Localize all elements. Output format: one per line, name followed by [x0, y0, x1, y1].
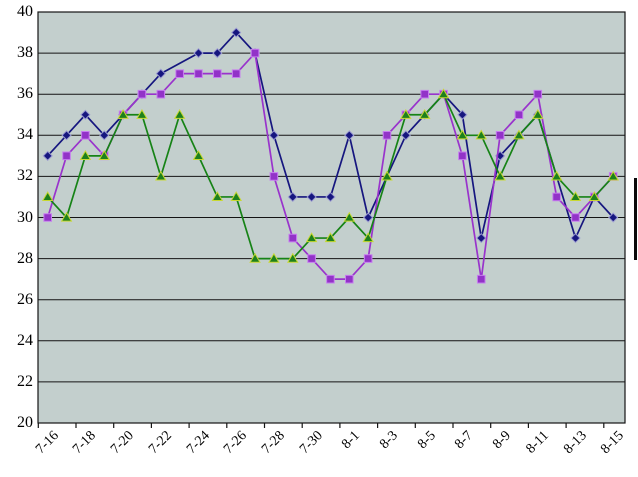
y-axis-label: 34 — [17, 126, 33, 144]
green-triangle-series-marker — [268, 252, 280, 263]
purple-square-series-marker — [231, 69, 241, 78]
y-axis-label: 26 — [17, 290, 33, 308]
purple-square-series-marker — [476, 274, 486, 284]
green-triangle-series-marker — [475, 129, 488, 140]
purple-square-series-marker — [194, 69, 203, 78]
green-triangle-series-marker — [136, 108, 148, 119]
navy-diamond-series-marker — [193, 47, 204, 59]
navy-diamond-series-marker — [212, 47, 223, 59]
y-axis-label: 20 — [17, 414, 33, 431]
navy-diamond-series-marker — [231, 27, 242, 38]
purple-square-series-marker — [326, 274, 335, 284]
purple-square-series-marker — [514, 110, 524, 120]
green-triangle-series-marker — [550, 170, 563, 181]
green-triangle-series-marker — [400, 108, 412, 119]
y-axis-label: 38 — [17, 44, 33, 62]
purple-square-series-marker — [269, 172, 279, 181]
green-triangle-series-marker — [98, 150, 111, 160]
purple-square-series-marker — [552, 192, 561, 202]
y-axis-label: 36 — [17, 85, 33, 103]
green-triangle-series-marker — [494, 170, 506, 181]
purple-square-series-marker — [250, 48, 260, 58]
green-triangle-series-marker — [173, 108, 186, 119]
green-triangle-series-marker — [362, 232, 374, 243]
navy-diamond-series-marker — [363, 212, 374, 223]
navy-diamond-series-marker — [287, 191, 298, 203]
navy-diamond-series-marker — [325, 191, 336, 203]
navy-diamond-series-marker — [400, 130, 411, 141]
green-triangle-series-marker — [607, 170, 619, 181]
y-axis-label: 24 — [17, 331, 33, 349]
navy-diamond-series-marker — [608, 212, 619, 223]
legend-box-edge-cropped — [634, 178, 637, 260]
purple-square-series-marker — [345, 274, 354, 284]
purple-square-series-marker — [495, 131, 505, 140]
y-axis-label: 28 — [17, 249, 33, 267]
navy-diamond-series-marker — [268, 130, 280, 141]
purple-square-series-marker — [458, 151, 467, 161]
y-axis-label: 32 — [17, 167, 33, 185]
navy-diamond-series-marker — [570, 232, 581, 244]
y-axis-label: 40 — [17, 3, 33, 20]
green-triangle-series-marker — [588, 191, 601, 202]
navy-diamond-series-marker — [155, 68, 166, 79]
green-triangle-series-marker — [230, 191, 242, 202]
green-triangle-series-marker — [305, 232, 318, 243]
purple-square-series-marker — [156, 89, 166, 99]
green-triangle-series-marker — [249, 252, 261, 263]
green-triangle-series-marker — [513, 129, 525, 140]
green-triangle-series-marker — [324, 232, 337, 243]
green-triangle-series-marker — [117, 108, 129, 119]
navy-diamond-series-marker — [306, 191, 317, 203]
green-triangle-series-marker — [211, 191, 224, 202]
navy-diamond-series-marker — [476, 232, 487, 244]
purple-square-series-marker — [307, 254, 316, 263]
purple-square-series-marker — [382, 131, 392, 140]
green-triangle-series-marker — [532, 108, 544, 119]
green-triangle-series-marker — [155, 170, 167, 181]
navy-diamond-series-marker — [99, 130, 110, 141]
y-axis-label: 30 — [17, 208, 33, 226]
purple-square-series-marker — [43, 213, 52, 222]
green-triangle-series-marker — [418, 108, 431, 119]
green-triangle-series-marker — [79, 150, 92, 160]
plot-border — [37, 11, 626, 424]
navy-diamond-series-marker — [80, 109, 91, 120]
green-triangle-series-marker — [60, 211, 73, 222]
purple-square-series-marker — [81, 131, 90, 140]
purple-square-series-marker — [137, 89, 147, 99]
green-triangle-series-marker — [569, 191, 582, 202]
green-triangle-series-marker — [437, 88, 450, 99]
y-axis-label: 22 — [17, 372, 33, 390]
green-triangle-series-marker — [41, 191, 54, 202]
purple-square-series-marker — [363, 254, 373, 263]
green-triangle-series-marker — [381, 170, 393, 181]
purple-square-series-marker — [533, 89, 543, 99]
green-triangle-series-marker — [286, 252, 299, 263]
navy-diamond-series-marker — [61, 130, 72, 141]
purple-square-series-marker — [420, 89, 429, 99]
purple-square-series-marker — [213, 69, 222, 78]
navy-diamond-series-marker — [457, 109, 468, 120]
purple-square-series-marker — [571, 213, 580, 222]
green-triangle-series-marker — [456, 129, 469, 140]
purple-square-series-marker — [288, 233, 298, 243]
navy-diamond-series-marker — [344, 130, 355, 141]
purple-square-series-marker — [62, 151, 71, 161]
navy-diamond-series-marker — [42, 150, 53, 161]
purple-square-series-marker — [175, 69, 184, 78]
green-triangle-series-marker — [343, 211, 356, 222]
green-triangle-series-marker — [192, 150, 205, 160]
